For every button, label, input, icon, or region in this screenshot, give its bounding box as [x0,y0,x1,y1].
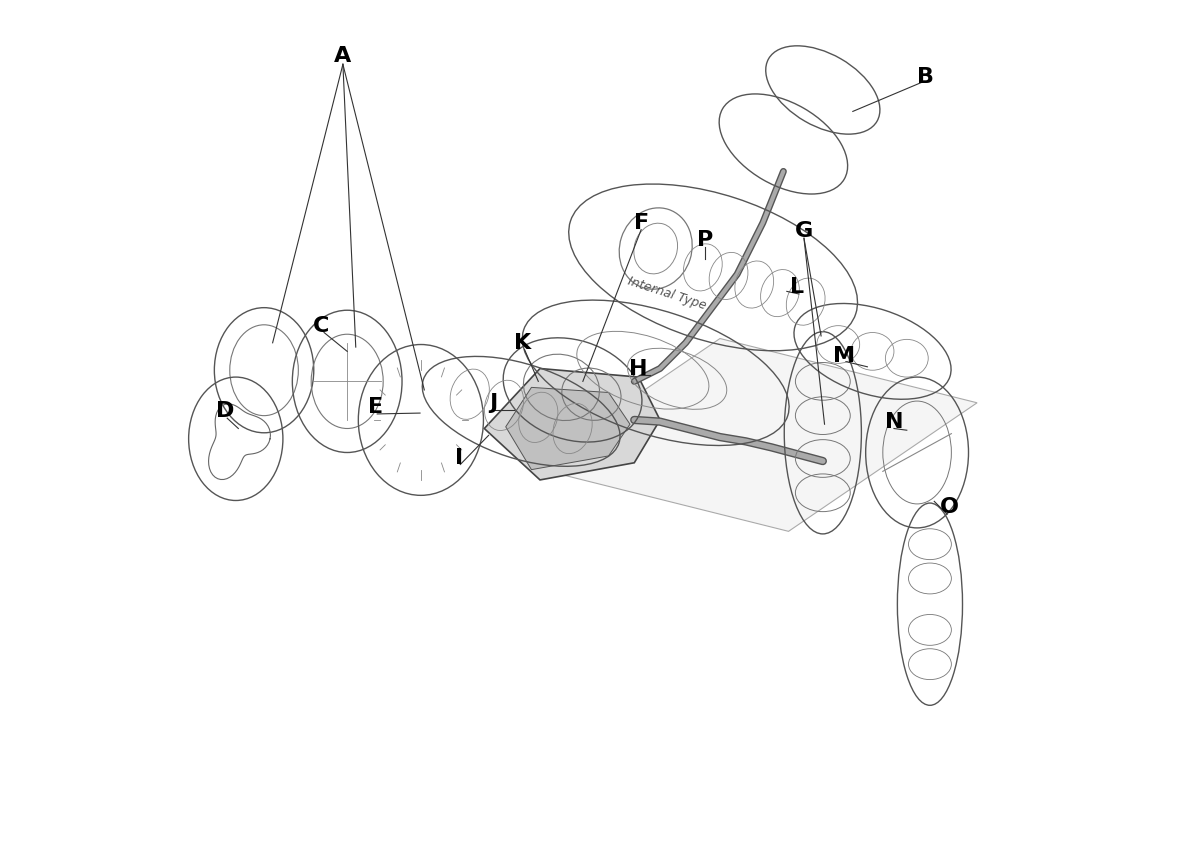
Text: B: B [917,67,934,87]
Text: N: N [884,411,904,432]
Text: J: J [488,393,497,413]
Text: G: G [794,221,814,242]
Text: C: C [313,315,330,336]
Text: H: H [629,358,648,379]
Text: F: F [634,213,649,233]
Polygon shape [505,387,630,470]
Polygon shape [532,339,977,531]
Text: A: A [335,45,352,66]
Text: P: P [697,230,714,250]
Text: M: M [833,345,856,366]
Text: D: D [216,401,235,422]
Text: L: L [790,277,804,297]
Text: Internal Type: Internal Type [626,274,708,312]
Text: K: K [515,333,532,353]
Text: O: O [940,497,959,518]
Text: E: E [368,397,383,417]
Polygon shape [485,369,660,480]
Text: I: I [455,448,463,469]
